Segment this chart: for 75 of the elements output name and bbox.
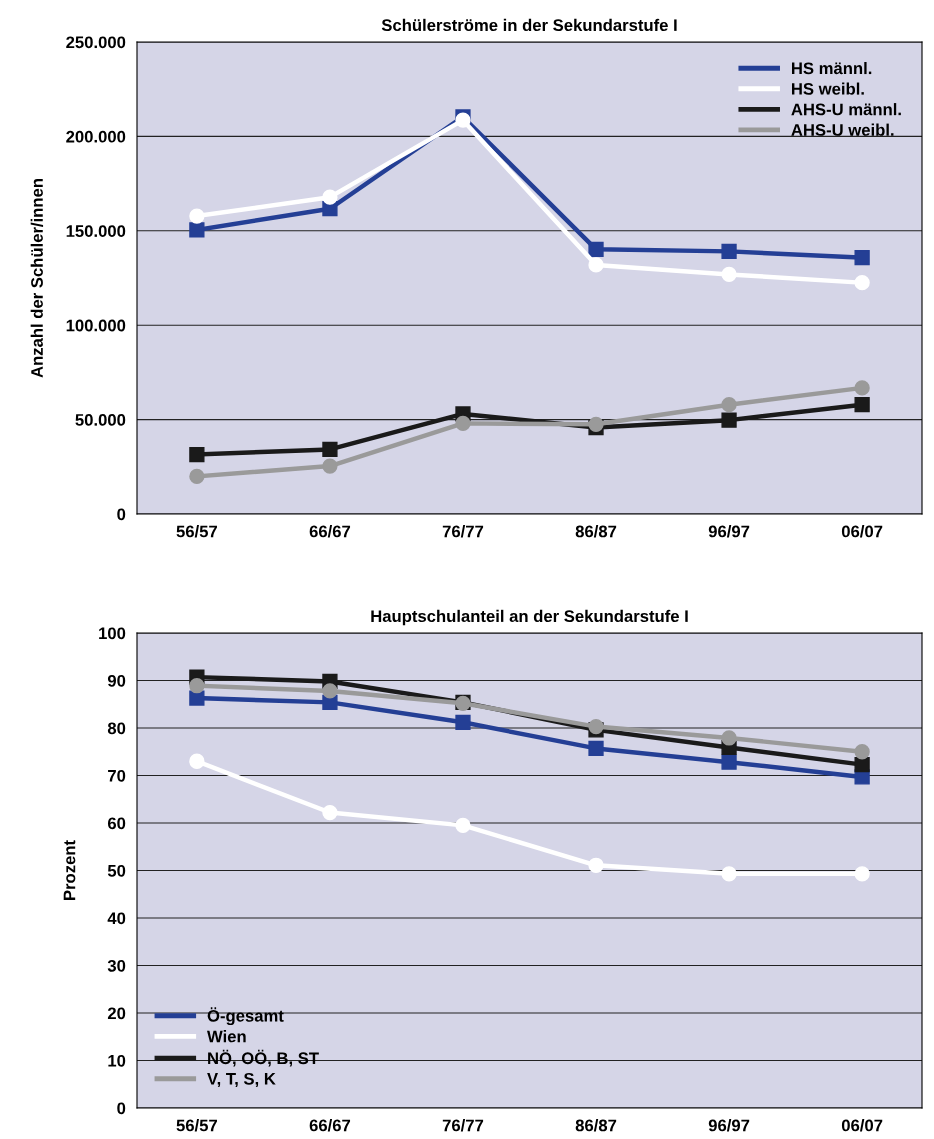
point	[189, 468, 205, 485]
legend-label: HS weibl.	[792, 82, 864, 95]
y-tick-label: 50.000	[75, 414, 126, 426]
chart-title: Hauptschulanteil an der Sekundarstufe I	[371, 609, 688, 626]
point	[189, 753, 205, 769]
point	[721, 243, 737, 260]
point	[322, 804, 338, 821]
point	[455, 817, 471, 834]
y-tick-label: 60	[107, 817, 126, 830]
point	[455, 714, 471, 730]
point	[189, 208, 205, 224]
point	[854, 866, 870, 882]
x-tick-label: 96/97	[708, 525, 750, 538]
x-tick-label: 06/07	[841, 525, 883, 538]
y-tick-label: 40	[107, 912, 126, 925]
y-tick-label: 80	[107, 722, 126, 735]
x-tick-label: 56/57	[176, 1119, 217, 1132]
point	[721, 754, 737, 770]
point	[854, 756, 870, 773]
y-tick-label: 0	[117, 508, 126, 521]
point	[588, 257, 604, 273]
x-tick-label: 66/67	[309, 525, 351, 538]
x-tick-label: 76/77	[442, 525, 484, 538]
y-tick-label: 50	[107, 864, 126, 877]
y-tick-label: 200.000	[66, 130, 126, 143]
point	[189, 678, 205, 694]
point	[189, 690, 205, 706]
legend-label: Ö-gesamt	[207, 1007, 284, 1026]
point	[322, 441, 338, 458]
y-tick-label: 150.000	[66, 225, 126, 237]
point	[588, 416, 604, 432]
y-tick-label: 250.000	[66, 36, 126, 49]
y-axis-title: Anzahl der Schüler/innen	[30, 179, 44, 378]
legend-label: Wien	[207, 1030, 246, 1043]
point	[322, 683, 338, 699]
point	[588, 241, 604, 257]
point	[721, 730, 737, 746]
y-tick-label: 100.000	[66, 319, 126, 332]
point	[854, 249, 870, 266]
x-tick-label: 86/87	[575, 525, 617, 538]
y-tick-label: 30	[107, 959, 126, 972]
legend-label: HS männl.	[792, 62, 872, 75]
point	[322, 189, 338, 205]
y-tick-label: 20	[107, 1007, 126, 1020]
point	[721, 397, 737, 413]
x-tick-label: 76/77	[442, 1119, 484, 1132]
point	[322, 458, 338, 474]
point	[588, 740, 604, 757]
x-tick-label: 56/57	[176, 525, 217, 538]
point	[854, 397, 870, 413]
point	[854, 744, 870, 760]
y-tick-label: 90	[107, 674, 126, 687]
point	[721, 266, 737, 283]
point	[854, 380, 870, 396]
y-tick-label: 70	[108, 769, 126, 782]
point	[455, 415, 471, 432]
point	[189, 446, 205, 463]
legend-label: AHS-U männl.	[791, 103, 901, 116]
point	[721, 412, 737, 428]
x-tick-label: 06/07	[841, 1119, 883, 1132]
legend-label: V, T, S, K	[207, 1072, 276, 1088]
legend-label: AHS-U weibl.	[791, 123, 894, 136]
y-tick-label: 0	[117, 1102, 126, 1115]
chart-title: Schülerströme in der Sekundarstufe I	[381, 18, 677, 32]
x-tick-label: 96/97	[708, 1119, 750, 1132]
y-tick-label: 10	[108, 1054, 126, 1067]
x-tick-label: 86/87	[575, 1119, 617, 1132]
y-tick-label: 100	[99, 627, 126, 640]
x-tick-label: 66/67	[309, 1119, 351, 1132]
point	[854, 275, 870, 291]
point	[588, 718, 604, 735]
point	[189, 222, 205, 238]
point	[588, 857, 604, 873]
point	[721, 866, 737, 882]
y-axis-title: Prozent	[63, 840, 76, 900]
